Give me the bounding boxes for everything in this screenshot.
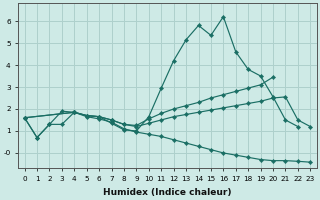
- X-axis label: Humidex (Indice chaleur): Humidex (Indice chaleur): [103, 188, 232, 197]
